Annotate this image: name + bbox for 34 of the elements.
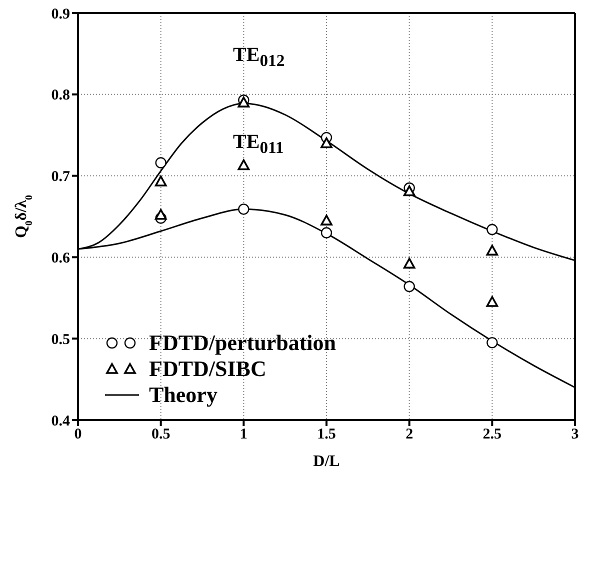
point: [320, 227, 332, 238]
point: [320, 214, 332, 226]
point: [486, 244, 498, 256]
point: [486, 337, 498, 348]
point: [320, 137, 332, 148]
point: [154, 208, 167, 220]
x-tick-label: 2.5: [482, 426, 502, 443]
y-tick-label: 0.5: [51, 332, 70, 348]
y-tick-label: 0.4: [51, 413, 70, 430]
x-tick-label: 0: [74, 426, 82, 443]
x-tick-label: 1: [240, 426, 248, 443]
point: [486, 296, 498, 307]
x-axis-title: D/L: [313, 453, 340, 470]
legend-label: FDTD/perturbation: [149, 330, 336, 356]
legend-label: FDTD/SIBC: [149, 356, 266, 382]
point: [154, 176, 167, 186]
y-tick-label: 0.7: [51, 169, 70, 186]
legend-label: Theory: [149, 382, 218, 408]
point: [238, 159, 250, 170]
y-tick-label: 0.9: [51, 6, 70, 22]
x-tick-label: 3: [571, 426, 579, 443]
point: [486, 224, 498, 236]
x-tick-label: 2: [406, 426, 414, 443]
x-tick-label: 1.5: [317, 426, 336, 443]
point: [403, 185, 416, 196]
annotation: TE$_{011}$: [233, 131, 284, 158]
y-tick-label: 0.6: [51, 250, 70, 267]
point: [238, 204, 250, 215]
point: [155, 157, 166, 168]
annotation: TE$_{012}$: [233, 44, 285, 71]
point: [403, 258, 416, 269]
y-tick-label: 0.8: [51, 88, 70, 104]
point: [404, 280, 415, 292]
x-tick-label: 0.5: [151, 426, 170, 443]
